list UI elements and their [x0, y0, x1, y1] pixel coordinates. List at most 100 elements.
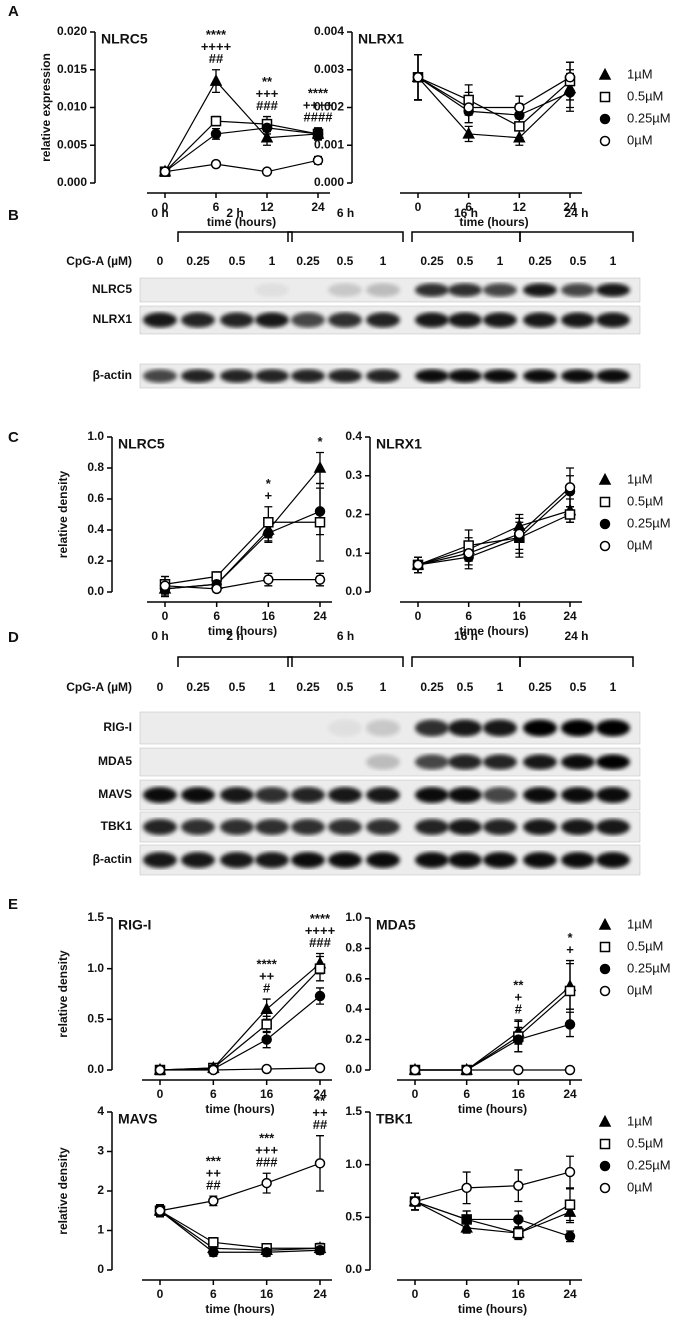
marker — [564, 87, 576, 98]
band — [448, 787, 482, 803]
band — [366, 754, 400, 770]
dose-label: 1 — [497, 680, 504, 694]
significance: **** — [310, 911, 331, 926]
y-tick-label: 2 — [97, 1183, 104, 1197]
marker — [409, 1064, 421, 1076]
legend-label: 0µM — [627, 1179, 653, 1194]
significance: ## — [206, 1178, 221, 1193]
marker — [513, 1034, 524, 1045]
x-tick-label: 6 — [213, 609, 220, 623]
y-tick-label: 0.5 — [345, 1210, 362, 1224]
band — [448, 754, 482, 770]
legend-label: 1µM — [627, 471, 653, 486]
marker — [314, 1158, 326, 1169]
group-bracket — [177, 231, 293, 242]
band — [523, 787, 557, 803]
band — [415, 283, 449, 297]
x-tick-label: 16 — [262, 609, 276, 623]
band — [483, 754, 517, 770]
x-tick-label: 0 — [157, 1287, 164, 1301]
treatment-label: CpG-A (µM) — [66, 680, 132, 694]
dose-label: 1 — [610, 680, 617, 694]
time-label: 16 h — [454, 206, 478, 220]
series-line — [164, 120, 319, 173]
marker — [312, 155, 324, 166]
marker — [598, 917, 612, 930]
chart-title: TBK1 — [376, 1111, 413, 1127]
band — [561, 283, 595, 297]
x-tick-label: 16 — [513, 609, 527, 623]
band — [415, 369, 449, 383]
legend-label: 0µM — [627, 132, 653, 147]
y-tick-label: 0.4 — [87, 522, 104, 536]
dose-label: 0.25 — [528, 680, 552, 694]
marker — [598, 67, 612, 80]
time-label: 0 h — [151, 629, 168, 643]
x-tick-label: 6 — [463, 1287, 470, 1301]
x-tick-label: 0 — [412, 1287, 419, 1301]
x-tick-label: 24 — [563, 1287, 577, 1301]
dose-label: 0.25 — [296, 680, 320, 694]
x-tick-label: 24 — [563, 1087, 577, 1101]
significance: ### — [256, 1155, 278, 1170]
x-tick-label: 6 — [465, 200, 472, 214]
band — [561, 787, 595, 803]
y-tick-label: 0.000 — [314, 175, 344, 189]
y-tick-label: 0.002 — [314, 100, 344, 114]
x-tick-label: 24 — [313, 1287, 327, 1301]
significance: # — [263, 981, 271, 996]
x-axis-label: time (hours) — [459, 215, 528, 229]
marker — [598, 1114, 612, 1127]
band — [596, 283, 630, 297]
band — [291, 369, 325, 383]
band — [523, 754, 557, 770]
group-bracket — [411, 656, 521, 667]
chart-title: RIG-I — [118, 917, 151, 933]
y-axis-label: relative density — [56, 1147, 70, 1235]
time-label: 2 h — [226, 206, 243, 220]
x-axis-label: time (hours) — [205, 1102, 274, 1116]
legend-label: 0.5µM — [627, 493, 663, 508]
y-axis-label: relative density — [56, 470, 70, 558]
significance: ## — [209, 51, 224, 66]
y-tick-label: 3 — [97, 1144, 104, 1158]
y-tick-label: 0.005 — [57, 137, 87, 151]
x-tick-label: 24 — [563, 200, 577, 214]
marker — [263, 527, 274, 539]
marker — [463, 102, 474, 113]
marker — [599, 963, 611, 975]
marker — [314, 963, 326, 974]
protein-label: MDA5 — [98, 754, 132, 768]
band — [220, 787, 254, 803]
marker — [412, 559, 424, 571]
band — [181, 369, 215, 383]
marker — [461, 1214, 472, 1225]
band — [328, 283, 362, 297]
band — [561, 852, 595, 868]
band — [415, 819, 449, 835]
band — [483, 369, 517, 383]
band — [366, 787, 400, 803]
dose-label: 1 — [269, 254, 276, 268]
y-tick-label: 0.010 — [57, 100, 87, 114]
legend-label: 0µM — [627, 982, 653, 997]
marker — [208, 1064, 219, 1076]
marker — [599, 135, 611, 147]
y-tick-label: 0.6 — [87, 491, 104, 505]
significance: ** — [315, 1093, 326, 1108]
y-tick-label: 0.4 — [345, 429, 362, 443]
group-bracket — [287, 656, 404, 667]
chart-title: MAVS — [118, 1111, 157, 1127]
marker — [261, 1063, 272, 1075]
y-tick-label: 0.2 — [345, 1032, 362, 1046]
significance: * — [317, 434, 323, 449]
marker — [513, 1064, 524, 1076]
x-tick-label: 6 — [210, 1087, 217, 1101]
panel-label: C — [8, 429, 19, 446]
y-tick-label: 0.003 — [314, 62, 344, 76]
significance: + — [515, 989, 523, 1004]
time-label: 0 h — [151, 206, 168, 220]
x-tick-label: 0 — [415, 609, 422, 623]
group-bracket — [287, 231, 404, 242]
marker — [260, 1002, 273, 1014]
